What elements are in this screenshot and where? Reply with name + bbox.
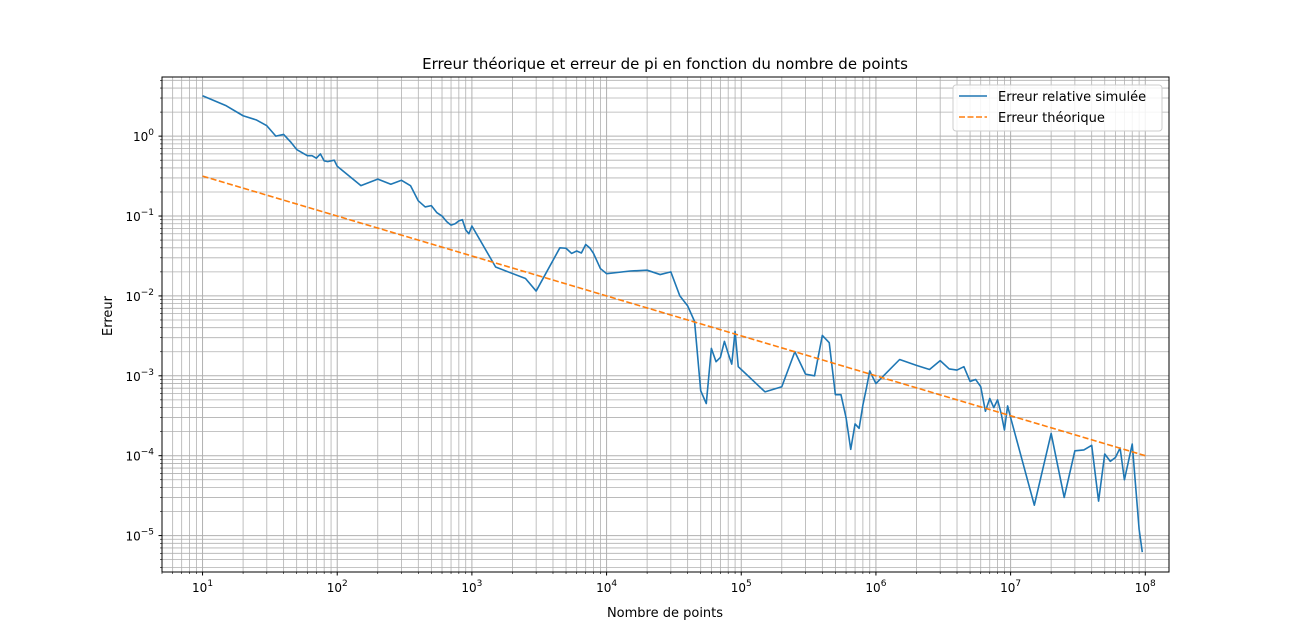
- y-tick-label-base: 10: [125, 450, 140, 464]
- y-tick-label: 100: [133, 128, 154, 144]
- y-tick-label-base: 10: [125, 290, 140, 304]
- x-axis-label: Nombre de points: [607, 606, 723, 621]
- series-line-2: [202, 175, 1146, 457]
- x-tick-label-base: 10: [1135, 581, 1150, 595]
- series-group: [202, 95, 1146, 553]
- x-tick-label-base: 10: [192, 581, 207, 595]
- x-tick-label-exponent: 3: [477, 579, 483, 589]
- x-tick-label: 106: [865, 579, 886, 595]
- legend-label-2: Erreur théorique: [998, 111, 1105, 126]
- x-tick-label-exponent: 1: [207, 579, 213, 589]
- x-tick-label-base: 10: [327, 581, 342, 595]
- y-tick-label-base: 10: [125, 210, 140, 224]
- y-tick-label-exponent: −5: [141, 528, 154, 538]
- y-tick-label: 10−4: [125, 448, 154, 464]
- chart-title: Erreur théorique et erreur de pi en fonc…: [422, 55, 908, 73]
- x-tick-label-exponent: 6: [881, 579, 887, 589]
- y-tick-label: 10−5: [125, 528, 154, 544]
- x-tick-label-exponent: 5: [746, 579, 752, 589]
- y-tick-label-exponent: −4: [141, 448, 155, 458]
- x-tick-label-base: 10: [461, 581, 476, 595]
- axes-frame: [161, 76, 1170, 573]
- y-tick-label: 10−1: [125, 208, 154, 224]
- x-tick-label-exponent: 8: [1150, 579, 1156, 589]
- y-tick-label-exponent: −3: [141, 368, 154, 378]
- x-tick-label-base: 10: [596, 581, 611, 595]
- x-tick-label: 102: [327, 579, 348, 595]
- x-tick-label: 105: [731, 579, 752, 595]
- x-tick-label: 101: [192, 579, 213, 595]
- x-tick-label: 108: [1135, 579, 1156, 595]
- x-tick-label-base: 10: [865, 581, 880, 595]
- legend: Erreur relative simulée Erreur théorique: [952, 84, 1163, 132]
- x-tick-label-exponent: 4: [611, 579, 617, 589]
- x-tick-label: 103: [461, 579, 482, 595]
- axis-ticks: 101 102 103 104 105 106 107 10810−510−410−310−2…: [125, 80, 1156, 595]
- y-tick-label-exponent: −2: [141, 288, 154, 298]
- y-tick-label: 10−3: [125, 368, 154, 384]
- y-tick-label-base: 10: [125, 370, 140, 384]
- series-line-1: [202, 95, 1144, 553]
- x-tick-label: 104: [596, 579, 617, 595]
- legend-label-1: Erreur relative simulée: [998, 90, 1146, 105]
- legend-box: [952, 84, 1163, 132]
- y-tick-label-exponent: −1: [141, 208, 154, 218]
- y-tick-label: 10−2: [125, 288, 154, 304]
- x-tick-label-exponent: 7: [1015, 579, 1021, 589]
- x-tick-label: 107: [1000, 579, 1021, 595]
- y-tick-label-base: 10: [133, 130, 148, 144]
- y-tick-label-base: 10: [125, 530, 140, 544]
- y-axis-label: Erreur: [101, 295, 116, 336]
- y-tick-label-exponent: 0: [148, 128, 154, 138]
- x-tick-label-base: 10: [1000, 581, 1015, 595]
- x-tick-label-base: 10: [731, 581, 746, 595]
- x-tick-label-exponent: 2: [342, 579, 348, 589]
- grid: [161, 77, 1169, 572]
